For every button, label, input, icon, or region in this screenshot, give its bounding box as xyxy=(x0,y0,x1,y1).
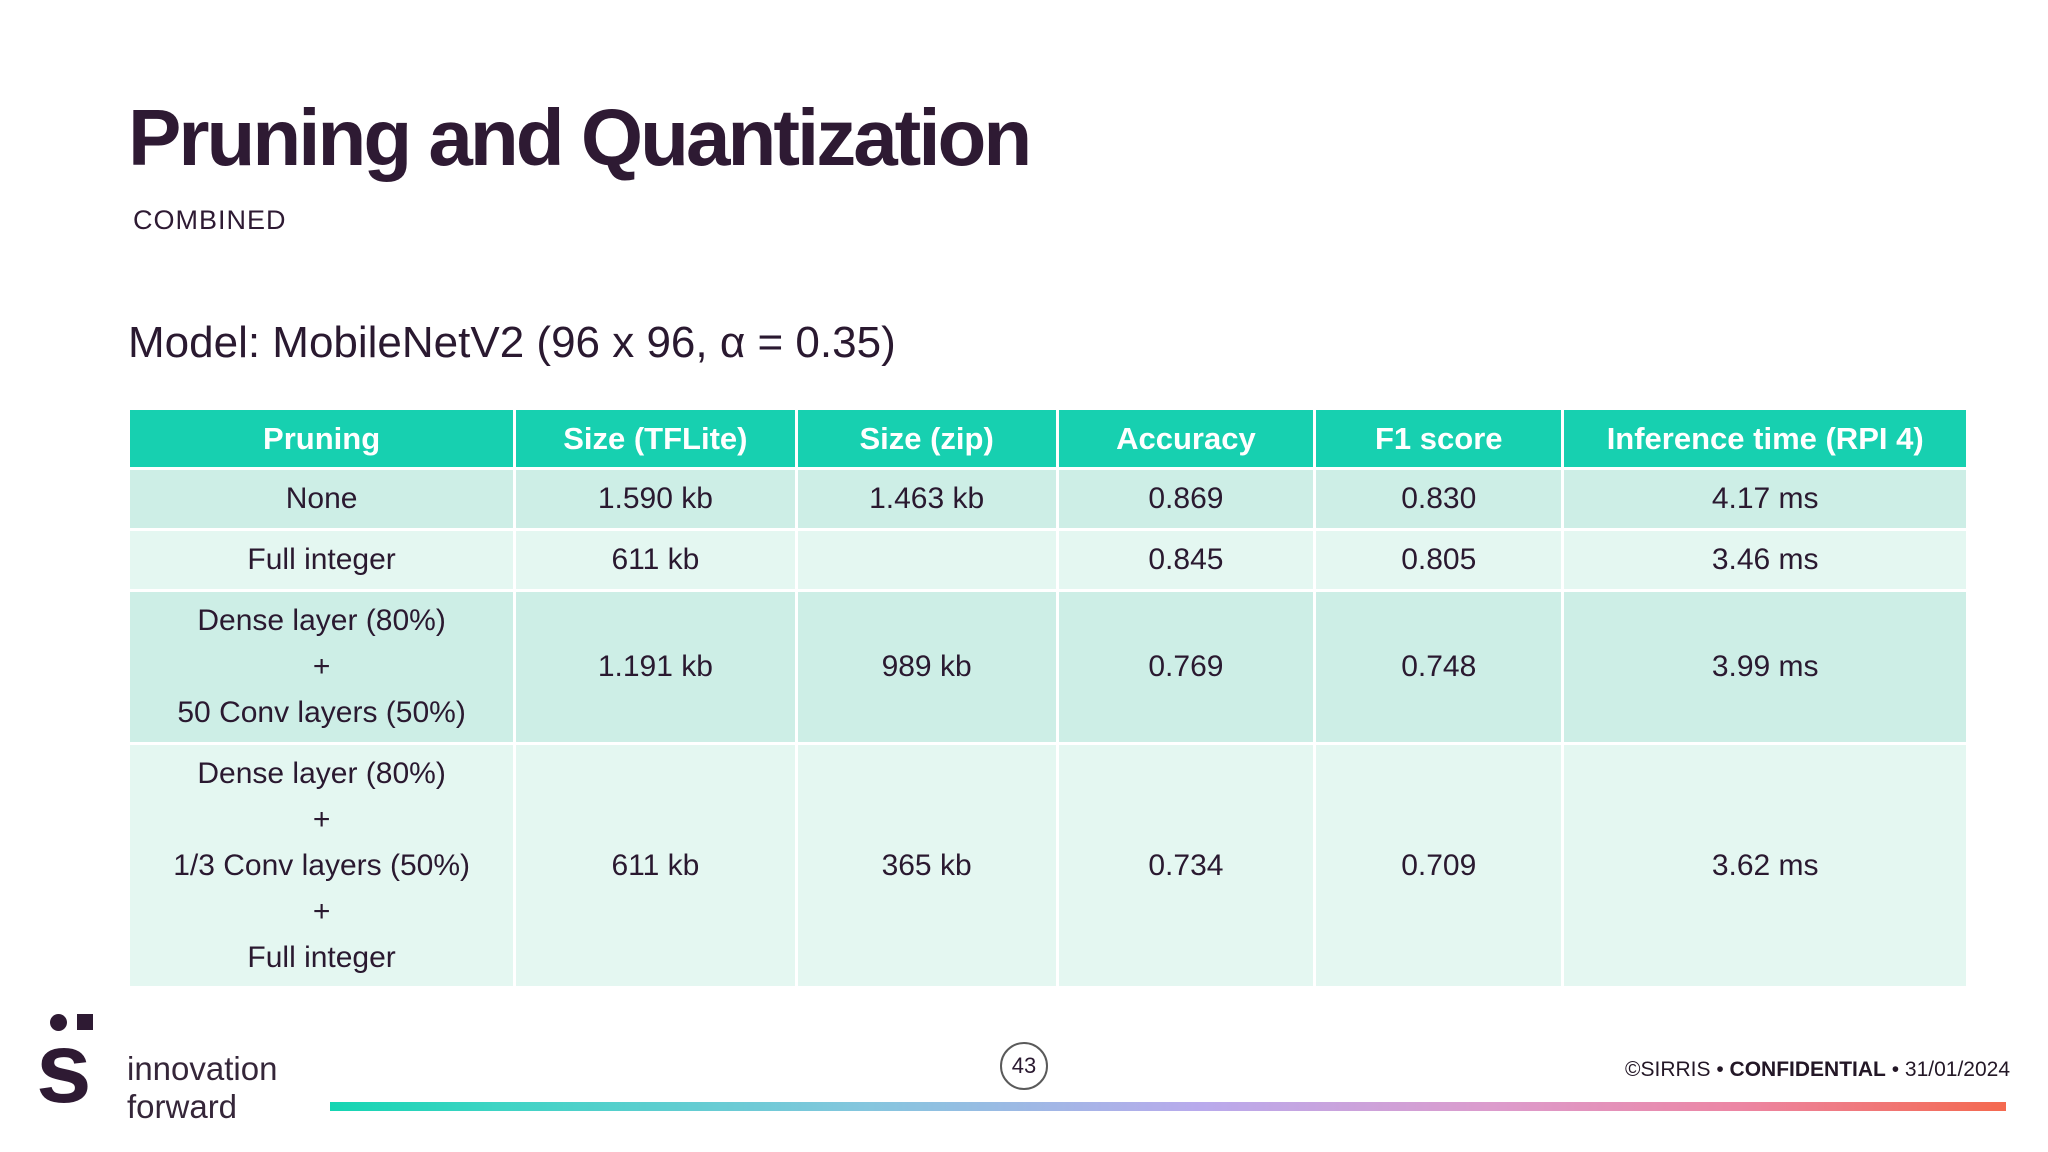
column-header-size-tflite: Size (TFLite) xyxy=(513,407,798,470)
cell-inference-time: 4.17 ms xyxy=(1561,467,1969,531)
slide-kicker: COMBINED xyxy=(133,205,287,235)
logo-s-letter: s xyxy=(36,1012,92,1124)
cell-pruning: Full integer xyxy=(126,528,517,592)
cell-size-tflite: 611 kb xyxy=(513,528,798,592)
column-header-size-zip: Size (zip) xyxy=(794,407,1059,470)
page-number-badge: 43 xyxy=(1000,1042,1048,1090)
cell-f1-score: 0.709 xyxy=(1313,742,1565,989)
footer-gradient-divider xyxy=(330,1102,2006,1111)
page-title: Pruning and Quantization xyxy=(128,93,1032,182)
cell-pruning: None xyxy=(126,467,517,531)
table-row: Full integer 611 kb 0.845 0.805 3.46 ms xyxy=(126,528,1969,592)
table-row: Dense layer (80%) +50 Conv layers (50%) 1… xyxy=(126,589,1969,745)
column-header-pruning: Pruning xyxy=(126,407,517,470)
cell-inference-time: 3.46 ms xyxy=(1561,528,1969,592)
cell-f1-score: 0.748 xyxy=(1313,589,1565,745)
cell-size-zip: 1.463 kb xyxy=(794,467,1059,531)
logo-tagline-line1: innovation xyxy=(127,1050,278,1087)
table-header-row: Pruning Size (TFLite) Size (zip) Accurac… xyxy=(126,407,1969,470)
model-subtitle: Model: MobileNetV2 (96 x 96, α = 0.35) xyxy=(128,318,896,367)
cell-accuracy: 0.869 xyxy=(1055,467,1317,531)
logo-tagline-line2: forward xyxy=(127,1088,238,1125)
cell-size-tflite: 611 kb xyxy=(513,742,798,989)
logo-circle-dot-icon xyxy=(50,1014,67,1031)
pruning-metrics-table: Pruning Size (TFLite) Size (zip) Accurac… xyxy=(126,407,1969,989)
table-row: Dense layer (80%) +1/3 Conv layers (50%) +… xyxy=(126,742,1969,989)
cell-accuracy: 0.845 xyxy=(1055,528,1317,592)
cell-inference-time: 3.62 ms xyxy=(1561,742,1969,989)
column-header-f1-score: F1 score xyxy=(1313,407,1565,470)
table-row: None 1.590 kb 1.463 kb 0.869 0.830 4.17 … xyxy=(126,467,1969,531)
column-header-inference-time: Inference time (RPI 4) xyxy=(1561,407,1969,470)
cell-pruning: Dense layer (80%) +1/3 Conv layers (50%) +… xyxy=(126,742,517,989)
cell-size-tflite: 1.191 kb xyxy=(513,589,798,745)
cell-size-zip xyxy=(794,528,1059,592)
cell-accuracy: 0.769 xyxy=(1055,589,1317,745)
logo-square-dot-icon xyxy=(77,1014,93,1030)
column-header-accuracy: Accuracy xyxy=(1055,407,1317,470)
cell-f1-score: 0.830 xyxy=(1313,467,1565,531)
cell-inference-time: 3.99 ms xyxy=(1561,589,1969,745)
cell-accuracy: 0.734 xyxy=(1055,742,1317,989)
cell-size-zip: 365 kb xyxy=(794,742,1059,989)
copyright-prefix: ©SIRRIS • xyxy=(1625,1058,1730,1081)
cell-pruning: Dense layer (80%) +50 Conv layers (50%) xyxy=(126,589,517,745)
confidential-label: CONFIDENTIAL xyxy=(1729,1058,1886,1081)
logo-umlaut-dots-icon xyxy=(50,1014,146,1031)
logo-tagline: innovation forward xyxy=(127,1050,277,1126)
copyright-line: ©SIRRIS • CONFIDENTIAL • 31/01/2024 xyxy=(1625,1058,2010,1082)
sirris-logo-icon: s xyxy=(36,1012,146,1124)
page-number: 43 xyxy=(1011,1053,1037,1078)
copyright-suffix: • 31/01/2024 xyxy=(1885,1058,2010,1081)
cell-f1-score: 0.805 xyxy=(1313,528,1565,592)
cell-size-tflite: 1.590 kb xyxy=(513,467,798,531)
cell-size-zip: 989 kb xyxy=(794,589,1059,745)
